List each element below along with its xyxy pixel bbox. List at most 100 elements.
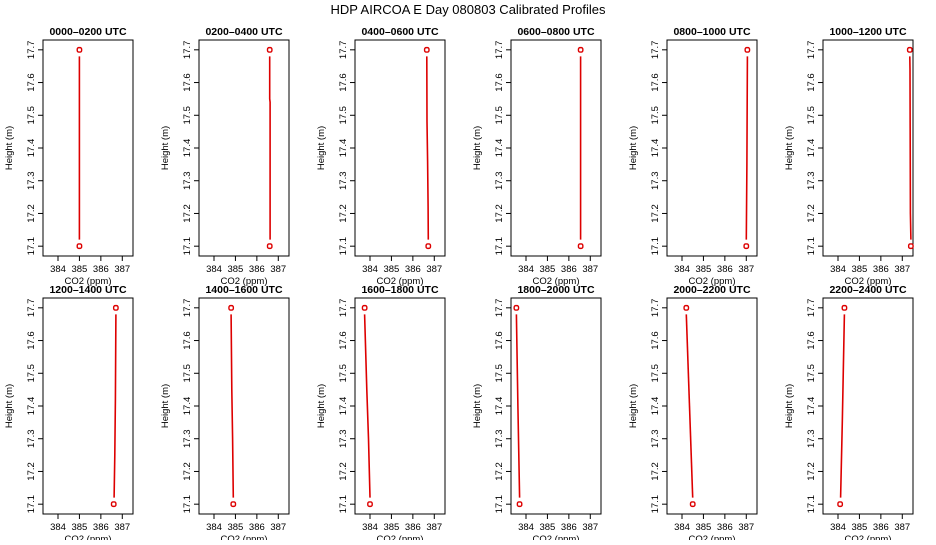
panel-title: 1600–1800 UTC (361, 284, 438, 296)
profile-line (746, 56, 747, 239)
y-tick-label: 17.7 (182, 41, 193, 60)
x-tick-label: 386 (717, 522, 733, 533)
profile-line (427, 56, 429, 239)
y-tick-label: 17.3 (182, 171, 193, 190)
data-point (426, 244, 430, 248)
x-tick-label: 384 (518, 522, 534, 533)
data-point (578, 48, 582, 52)
y-tick-label: 17.1 (26, 495, 37, 514)
y-axis-label: Height (m) (784, 384, 795, 428)
data-point (368, 502, 372, 506)
x-tick-label: 387 (270, 264, 286, 275)
x-tick-label: 387 (114, 522, 130, 533)
data-point (229, 306, 233, 310)
y-tick-label: 17.1 (182, 237, 193, 256)
y-tick-label: 17.5 (182, 106, 193, 125)
y-tick-label: 17.1 (650, 495, 661, 514)
y-tick-label: 17.3 (338, 429, 349, 448)
y-axis-label: Height (m) (472, 126, 483, 170)
y-tick-label: 17.2 (494, 462, 505, 481)
y-tick-label: 17.1 (806, 237, 817, 256)
x-tick-label: 386 (249, 264, 265, 275)
y-tick-label: 17.7 (494, 299, 505, 318)
data-point (425, 48, 429, 52)
y-tick-label: 17.4 (26, 139, 37, 158)
y-tick-label: 17.6 (338, 73, 349, 92)
x-tick-label: 387 (114, 264, 130, 275)
y-tick-label: 17.3 (494, 171, 505, 190)
y-tick-label: 17.5 (650, 364, 661, 383)
x-tick-label: 384 (830, 522, 846, 533)
y-tick-label: 17.4 (806, 139, 817, 158)
plot-frame (199, 298, 289, 514)
y-tick-label: 17.5 (338, 364, 349, 383)
y-tick-label: 17.4 (806, 397, 817, 416)
y-axis-label: Height (m) (472, 384, 483, 428)
y-tick-label: 17.2 (650, 462, 661, 481)
y-tick-label: 17.6 (26, 331, 37, 350)
data-point (909, 244, 913, 248)
y-tick-label: 17.7 (182, 299, 193, 318)
panel-title: 0200–0400 UTC (205, 26, 282, 38)
x-tick-label: 386 (873, 522, 889, 533)
y-tick-label: 17.4 (182, 139, 193, 158)
x-tick-label: 386 (405, 264, 421, 275)
x-tick-label: 387 (426, 264, 442, 275)
profile-line (516, 314, 519, 497)
data-point (112, 502, 116, 506)
data-point (908, 48, 912, 52)
x-tick-label: 386 (249, 522, 265, 533)
y-axis-label: Height (m) (784, 126, 795, 170)
plot-frame (667, 40, 757, 256)
y-tick-label: 17.6 (182, 73, 193, 92)
data-point (745, 48, 749, 52)
y-tick-label: 17.4 (338, 397, 349, 416)
y-tick-label: 17.2 (26, 462, 37, 481)
y-tick-label: 17.5 (494, 106, 505, 125)
y-tick-label: 17.7 (26, 299, 37, 318)
data-point (77, 244, 81, 248)
y-tick-label: 17.2 (806, 204, 817, 223)
y-tick-label: 17.2 (494, 204, 505, 223)
plot-frame (511, 40, 601, 256)
y-tick-label: 17.1 (338, 237, 349, 256)
data-point (838, 502, 842, 506)
x-tick-label: 385 (383, 522, 399, 533)
x-tick-label: 386 (873, 264, 889, 275)
x-tick-label: 387 (582, 264, 598, 275)
x-tick-label: 386 (93, 264, 109, 275)
y-tick-label: 17.3 (182, 429, 193, 448)
x-tick-label: 386 (561, 264, 577, 275)
profile-line (231, 314, 233, 497)
data-point (744, 244, 748, 248)
y-tick-label: 17.1 (806, 495, 817, 514)
x-tick-label: 384 (206, 264, 222, 275)
x-tick-label: 385 (695, 522, 711, 533)
x-tick-label: 385 (539, 522, 555, 533)
y-tick-label: 17.3 (338, 171, 349, 190)
plot-frame (511, 298, 601, 514)
data-point (514, 306, 518, 310)
y-tick-label: 17.5 (806, 106, 817, 125)
y-tick-label: 17.1 (494, 237, 505, 256)
y-tick-label: 17.3 (806, 171, 817, 190)
y-tick-label: 17.5 (650, 106, 661, 125)
plot-frame (355, 40, 445, 256)
y-tick-label: 17.5 (806, 364, 817, 383)
y-tick-label: 17.3 (650, 171, 661, 190)
y-tick-label: 17.2 (182, 204, 193, 223)
y-tick-label: 17.6 (650, 73, 661, 92)
y-tick-label: 17.3 (650, 429, 661, 448)
x-tick-label: 384 (362, 264, 378, 275)
y-tick-label: 17.6 (494, 73, 505, 92)
x-tick-label: 384 (674, 264, 690, 275)
